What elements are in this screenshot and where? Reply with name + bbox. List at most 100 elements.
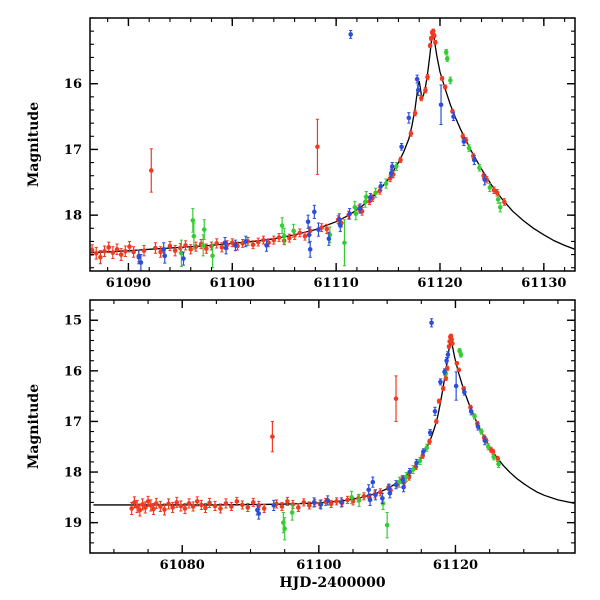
data-point	[306, 503, 312, 508]
data-point	[448, 333, 454, 339]
x-tick-label: 61100	[296, 558, 341, 573]
data-point	[425, 74, 430, 80]
data-point	[316, 227, 321, 232]
y-tick-label: 19	[64, 516, 82, 531]
y-tick-label: 17	[64, 143, 82, 158]
y-axis-title: Magnitude	[26, 102, 42, 187]
x-tick-label: 61100	[210, 276, 255, 291]
data-point	[158, 504, 163, 509]
data-point	[444, 366, 450, 371]
data-point	[271, 237, 277, 243]
data-point	[131, 249, 136, 255]
data-point	[367, 497, 373, 503]
data-point	[279, 504, 285, 509]
data-point	[302, 233, 308, 239]
data-point	[210, 253, 215, 259]
data-point	[417, 458, 423, 464]
data-point	[311, 500, 317, 505]
data-point	[245, 505, 251, 510]
data-point	[204, 246, 209, 251]
data-point	[389, 164, 395, 169]
data-point	[394, 164, 399, 169]
data-point	[123, 248, 128, 254]
data-point	[387, 490, 393, 496]
data-point	[349, 495, 354, 500]
data-point	[219, 245, 225, 250]
series-green	[179, 49, 503, 269]
data-point	[162, 253, 168, 259]
plot-area	[93, 318, 575, 541]
data-point	[229, 504, 234, 509]
data-point	[182, 506, 188, 511]
data-point	[444, 358, 449, 364]
y-tick-label: 16	[64, 77, 82, 92]
data-point	[337, 223, 343, 228]
data-point	[414, 460, 419, 466]
y-tick-label: 16	[64, 364, 82, 379]
data-point	[282, 526, 287, 532]
data-point	[366, 487, 372, 493]
data-point	[475, 424, 481, 429]
data-point	[440, 386, 446, 391]
series-green	[281, 348, 501, 541]
x-tick-label: 61110	[314, 276, 359, 291]
data-point	[357, 206, 363, 211]
data-point	[412, 110, 418, 116]
data-point	[250, 500, 256, 505]
data-point	[132, 500, 137, 505]
data-point	[256, 511, 262, 516]
data-point	[285, 499, 290, 504]
data-point	[134, 504, 140, 509]
data-point	[490, 449, 496, 455]
data-point	[143, 505, 148, 510]
data-point	[414, 76, 420, 82]
data-point	[255, 239, 261, 245]
data-point	[234, 499, 240, 504]
data-point	[324, 226, 330, 232]
data-point	[482, 177, 487, 182]
data-point	[388, 170, 394, 176]
data-point	[200, 243, 206, 248]
data-point	[427, 439, 432, 444]
data-point	[136, 254, 142, 260]
data-point	[291, 228, 296, 234]
data-point	[451, 114, 456, 119]
data-point	[158, 249, 163, 255]
data-point	[491, 454, 497, 460]
data-point	[90, 247, 95, 253]
data-point	[491, 187, 497, 193]
model-curve	[90, 30, 575, 254]
data-point	[334, 499, 339, 504]
data-point	[403, 474, 409, 480]
data-point	[482, 438, 488, 443]
data-point	[442, 84, 448, 90]
data-point	[485, 444, 491, 450]
data-point	[250, 242, 256, 248]
data-point	[393, 482, 399, 487]
data-point	[186, 501, 192, 506]
data-point	[356, 498, 362, 503]
data-point	[401, 484, 406, 490]
data-point	[306, 232, 312, 238]
data-point	[328, 501, 334, 507]
data-point	[190, 218, 196, 223]
data-point	[170, 505, 175, 510]
x-tick-label: 61130	[521, 276, 566, 291]
data-point	[410, 467, 416, 472]
data-point	[436, 398, 442, 404]
data-point	[479, 429, 484, 434]
data-point	[398, 157, 403, 163]
data-point	[264, 243, 269, 248]
data-point	[305, 219, 311, 225]
data-point	[448, 78, 453, 83]
data-point	[307, 247, 313, 252]
data-point	[102, 248, 107, 254]
data-point	[207, 500, 212, 506]
data-point	[399, 144, 404, 150]
data-point	[430, 28, 436, 34]
data-point	[162, 507, 167, 512]
data-point	[383, 181, 389, 186]
data-point	[393, 396, 399, 401]
data-point	[386, 485, 392, 491]
data-point	[471, 157, 477, 163]
